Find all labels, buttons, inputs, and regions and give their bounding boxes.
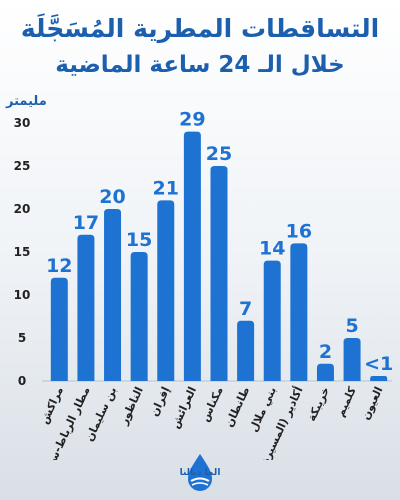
y-tick-label: 15 [14,245,31,259]
y-tick-label: 25 [14,159,31,173]
x-tick-label: الناظور [117,385,146,428]
data-label: 17 [73,212,99,234]
bar [370,376,388,381]
bar [343,338,361,381]
bar [50,277,68,381]
bar [130,252,148,381]
data-label: 15 [126,229,152,251]
data-label: 16 [286,220,312,242]
chart-title-line1: التساقطات المطرية المُسَجَّلَة [20,14,380,43]
bar [290,243,308,381]
y-axis-label: مليمتر [6,94,47,109]
data-label: <1 [364,353,393,375]
chart-title-line2: خلال الـ 24 ساعة الماضية [55,52,345,78]
bar [263,260,281,381]
data-label: 2 [319,341,332,363]
y-tick-label: 10 [14,288,31,302]
x-tick-label: إفران [148,385,173,419]
data-label: 12 [46,255,72,277]
data-label: 14 [259,238,285,260]
data-label: 20 [99,186,125,208]
x-tick-label: مكناس [198,385,225,424]
data-label: 25 [206,143,232,165]
x-tick-label: طانطان [222,385,252,429]
x-tick-label: العيون [359,385,386,422]
data-label: 29 [179,109,205,131]
x-tick-label: العرائش [169,385,200,431]
y-tick-label: 20 [14,202,31,216]
y-tick-label: 30 [14,116,31,130]
y-tick-label: 5 [18,331,26,345]
bar [183,131,201,381]
data-label: 21 [153,177,179,199]
bar [237,320,255,381]
x-tick-label: خريبكة [305,385,332,424]
bar [77,234,95,381]
bar [104,209,122,381]
bar [316,363,334,381]
brand-name: الما ديالنا [179,468,221,478]
bar [210,166,228,381]
y-tick-label: 0 [18,374,26,388]
water-drop-logo-icon [188,454,212,491]
x-tick-label: مراكش [38,385,66,426]
data-label: 5 [345,315,358,337]
x-tick-label: كلميم [334,384,359,418]
data-label: 7 [239,298,252,320]
bar [157,200,175,381]
